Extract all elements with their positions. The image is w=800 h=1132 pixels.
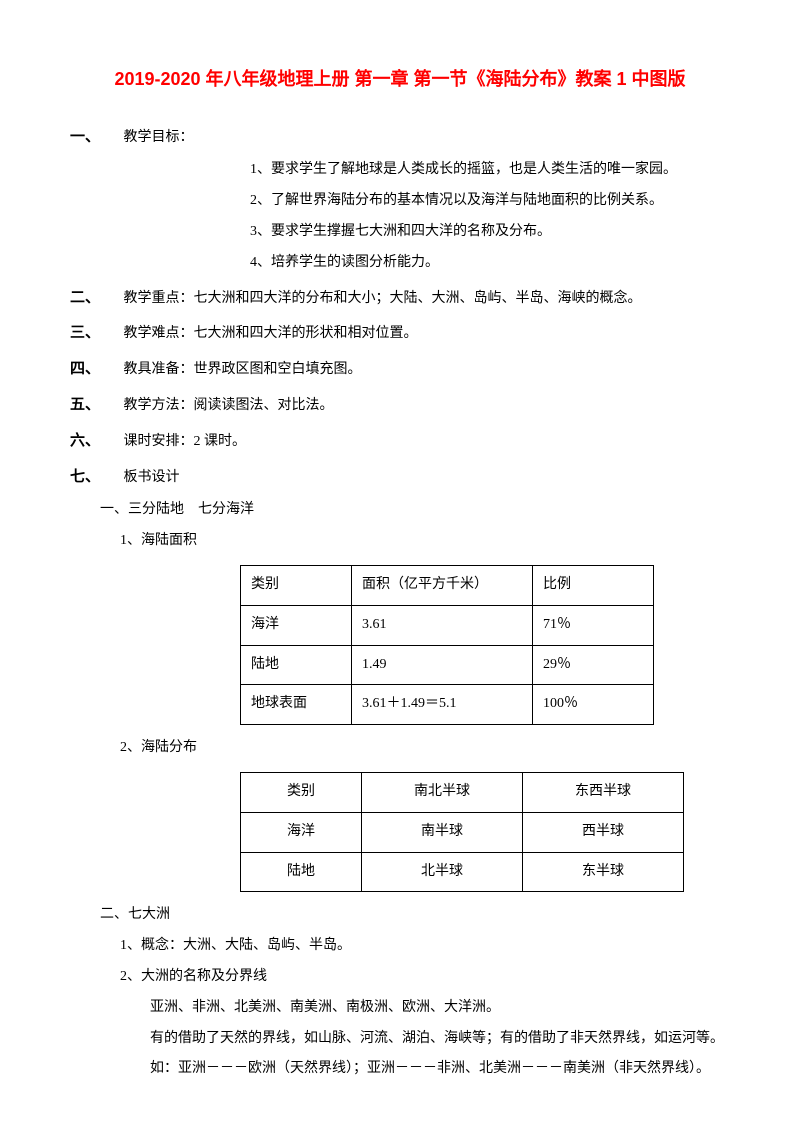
cell: 面积（亿平方千米）: [352, 565, 533, 605]
section-4: 四、 教具准备：世界政区图和空白填充图。: [70, 352, 730, 386]
cell: 100％: [533, 685, 654, 725]
section-6-num: 六、: [70, 424, 120, 457]
cell: 地球表面: [241, 685, 352, 725]
cell: 3.61＋1.49＝5.1: [352, 685, 533, 725]
table-row: 海洋 3.61 71％: [241, 605, 654, 645]
section-2-num: 二、: [70, 281, 120, 314]
cell: 东西半球: [523, 772, 684, 812]
section-4-label: 教具准备：世界政区图和空白填充图。: [124, 362, 362, 377]
section-3-label: 教学难点：七大洲和四大洋的形状和相对位置。: [124, 326, 418, 341]
part2-p1: 1、概念：大洲、大陆、岛屿、半岛。: [70, 931, 730, 962]
cell: 陆地: [241, 645, 352, 685]
goal-1: 1、要求学生了解地球是人类成长的摇篮，也是人类生活的唯一家园。: [70, 155, 730, 186]
section-6: 六、 课时安排：2 课时。: [70, 424, 730, 458]
part1-item2: 2、海陆分布: [70, 733, 730, 764]
part2-heading: 二、七大洲: [70, 900, 730, 931]
cell: 海洋: [241, 812, 362, 852]
table-row: 类别 面积（亿平方千米） 比例: [241, 565, 654, 605]
part2-p2b: 有的借助了天然的界线，如山脉、河流、湖泊、海峡等；有的借助了非天然界线，如运河等…: [70, 1024, 730, 1055]
table-row: 海洋 南半球 西半球: [241, 812, 684, 852]
cell: 类别: [241, 565, 352, 605]
part1-heading: 一、三分陆地 七分海洋: [70, 495, 730, 526]
goal-2: 2、了解世界海陆分布的基本情况以及海洋与陆地面积的比例关系。: [70, 186, 730, 217]
table-row: 陆地 1.49 29％: [241, 645, 654, 685]
part1-item1: 1、海陆面积: [70, 526, 730, 557]
section-2: 二、 教学重点：七大洲和四大洋的分布和大小；大陆、大洲、岛屿、半岛、海峡的概念。: [70, 281, 730, 315]
section-7-num: 七、: [70, 460, 120, 493]
section-1: 一、 教学目标：: [70, 120, 730, 154]
cell: 东半球: [523, 852, 684, 892]
goal-4: 4、培养学生的读图分析能力。: [70, 248, 730, 279]
table-distribution: 类别 南北半球 东西半球 海洋 南半球 西半球 陆地 北半球 东半球: [240, 772, 684, 892]
cell: 西半球: [523, 812, 684, 852]
table-row: 类别 南北半球 东西半球: [241, 772, 684, 812]
section-5-label: 教学方法：阅读读图法、对比法。: [124, 398, 334, 413]
document-title: 2019-2020 年八年级地理上册 第一章 第一节《海陆分布》教案 1 中图版: [70, 60, 730, 100]
cell: 1.49: [352, 645, 533, 685]
cell: 南半球: [362, 812, 523, 852]
cell: 比例: [533, 565, 654, 605]
cell: 陆地: [241, 852, 362, 892]
cell: 南北半球: [362, 772, 523, 812]
cell: 北半球: [362, 852, 523, 892]
section-7-label: 板书设计: [124, 470, 180, 485]
section-3-num: 三、: [70, 316, 120, 349]
section-1-num: 一、: [70, 120, 120, 153]
part2-p2c: 如：亚洲－－－欧洲（天然界线）；亚洲－－－非洲、北美洲－－－南美洲（非天然界线）…: [70, 1054, 730, 1085]
cell: 海洋: [241, 605, 352, 645]
section-5: 五、 教学方法：阅读读图法、对比法。: [70, 388, 730, 422]
table-row: 地球表面 3.61＋1.49＝5.1 100％: [241, 685, 654, 725]
cell: 29％: [533, 645, 654, 685]
goal-3: 3、要求学生撑握七大洲和四大洋的名称及分布。: [70, 217, 730, 248]
section-3: 三、 教学难点：七大洲和四大洋的形状和相对位置。: [70, 316, 730, 350]
part2-p2: 2、大洲的名称及分界线: [70, 962, 730, 993]
cell: 71％: [533, 605, 654, 645]
section-4-num: 四、: [70, 352, 120, 385]
table-row: 陆地 北半球 东半球: [241, 852, 684, 892]
section-6-label: 课时安排：2 课时。: [124, 434, 247, 449]
section-2-label: 教学重点：七大洲和四大洋的分布和大小；大陆、大洲、岛屿、半岛、海峡的概念。: [124, 291, 642, 306]
table-area: 类别 面积（亿平方千米） 比例 海洋 3.61 71％ 陆地 1.49 29％ …: [240, 565, 654, 725]
cell: 类别: [241, 772, 362, 812]
section-1-label: 教学目标：: [124, 130, 194, 145]
cell: 3.61: [352, 605, 533, 645]
part2-p2a: 亚洲、非洲、北美洲、南美洲、南极洲、欧洲、大洋洲。: [70, 993, 730, 1024]
section-5-num: 五、: [70, 388, 120, 421]
section-7: 七、 板书设计: [70, 460, 730, 494]
